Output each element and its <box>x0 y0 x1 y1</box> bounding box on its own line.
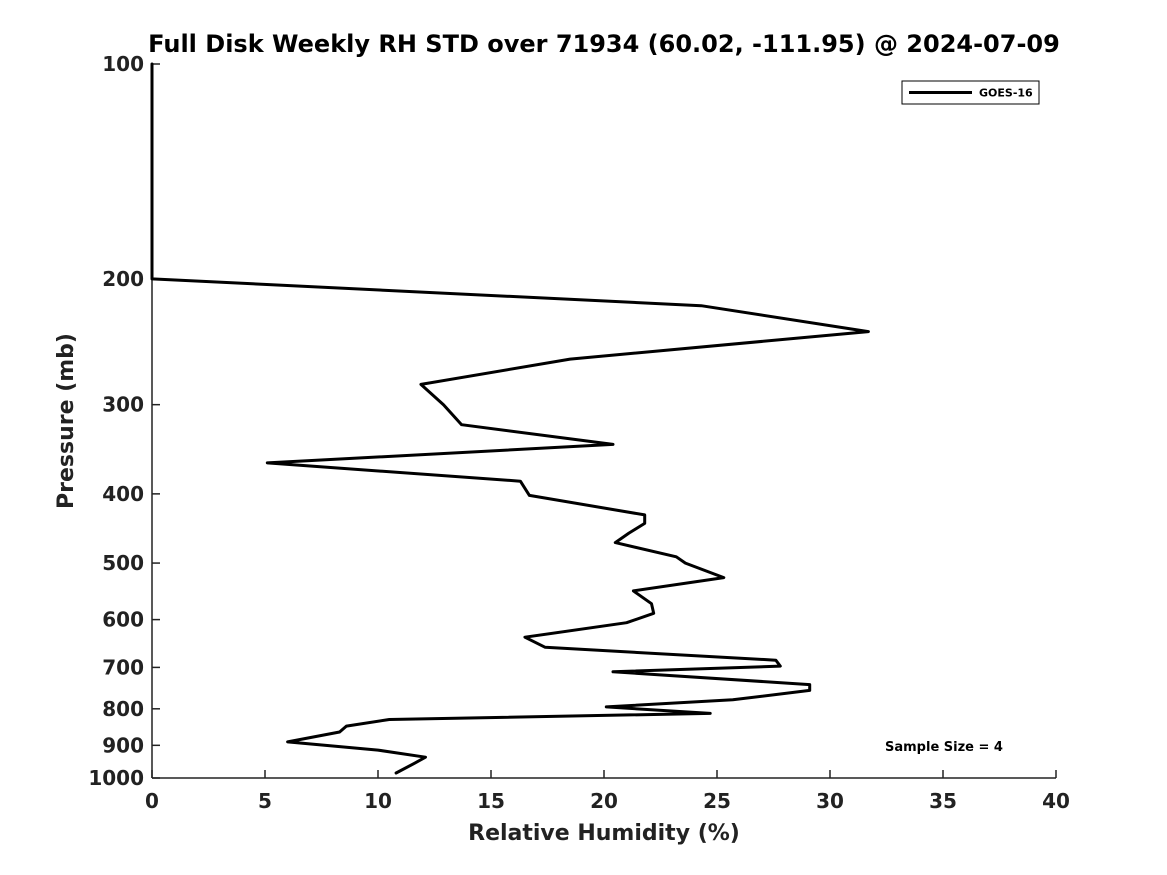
x-tick-label: 10 <box>364 789 392 813</box>
x-tick-label: 30 <box>816 789 844 813</box>
x-tick-label: 25 <box>703 789 731 813</box>
legend: GOES-16 <box>901 80 1040 105</box>
y-tick-label: 600 <box>102 608 144 632</box>
chart-title: Full Disk Weekly RH STD over 71934 (60.0… <box>148 30 1060 58</box>
x-tick-label: 5 <box>258 789 272 813</box>
x-axis-label: Relative Humidity (%) <box>468 821 740 846</box>
y-tick-label: 400 <box>102 482 144 506</box>
x-tick-label: 35 <box>929 789 957 813</box>
legend-label-goes-16: GOES-16 <box>979 87 1033 100</box>
x-tick-label: 40 <box>1042 789 1070 813</box>
y-tick-label: 800 <box>102 697 144 721</box>
y-tick-label: 500 <box>102 551 144 575</box>
x-tick-label: 15 <box>477 789 505 813</box>
x-tick-label: 20 <box>590 789 618 813</box>
y-tick-label: 200 <box>102 267 144 291</box>
plot-area <box>150 62 870 775</box>
y-tick-label: 700 <box>102 655 144 679</box>
y-tick-label: 1000 <box>88 766 144 790</box>
y-tick-label: 100 <box>102 52 144 76</box>
x-tick-label: 0 <box>145 789 159 813</box>
series-line-goes-16 <box>150 62 870 775</box>
y-axis-label: Pressure (mb) <box>54 333 79 509</box>
y-tick-label: 300 <box>102 393 144 417</box>
y-tick-label: 900 <box>102 733 144 757</box>
axes: 0 5 10 15 20 25 30 35 40 100 200 300 400 500 600 700 800… <box>88 52 1070 813</box>
sample-size-annotation: Sample Size = 4 <box>885 740 1003 755</box>
